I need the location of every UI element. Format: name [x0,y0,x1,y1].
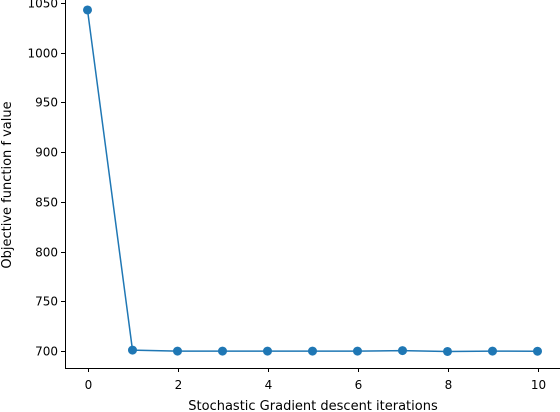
x-tick-label: 8 [445,378,453,392]
y-tick-label: 1000 [27,47,58,61]
data-point [398,346,407,356]
data-point [533,346,542,356]
y-tick-label: 900 [35,146,58,160]
plot-area [83,5,542,356]
series-line [86,9,538,353]
y-tick-label: 950 [35,96,58,110]
y-tick-label: 850 [35,196,58,210]
y-tick-label: 800 [35,246,58,260]
x-tick-label: 6 [355,378,363,392]
x-tick-label: 0 [85,378,93,392]
x-axis-label: Stochastic Gradient descent iterations [188,399,438,412]
data-point [353,346,362,356]
x-tick-label: 10 [531,378,546,392]
data-point [263,346,272,356]
y-tick-label: 1050 [27,0,58,11]
x-tick-label: 2 [175,378,183,392]
data-point [83,5,92,15]
data-point [443,346,452,356]
y-axis-ticks: 700 750 800 850 900 950 1000 1050 [27,0,65,359]
y-axis-label: Objective function f value [0,101,15,268]
x-tick-label: 4 [265,378,273,392]
x-axis-ticks: 0 2 4 6 8 10 [85,368,546,392]
data-point [173,346,182,356]
data-point [488,346,497,356]
data-point [308,346,317,356]
data-point [128,345,137,355]
y-tick-label: 700 [35,345,58,359]
y-tick-label: 750 [35,295,58,309]
data-point [218,346,227,356]
